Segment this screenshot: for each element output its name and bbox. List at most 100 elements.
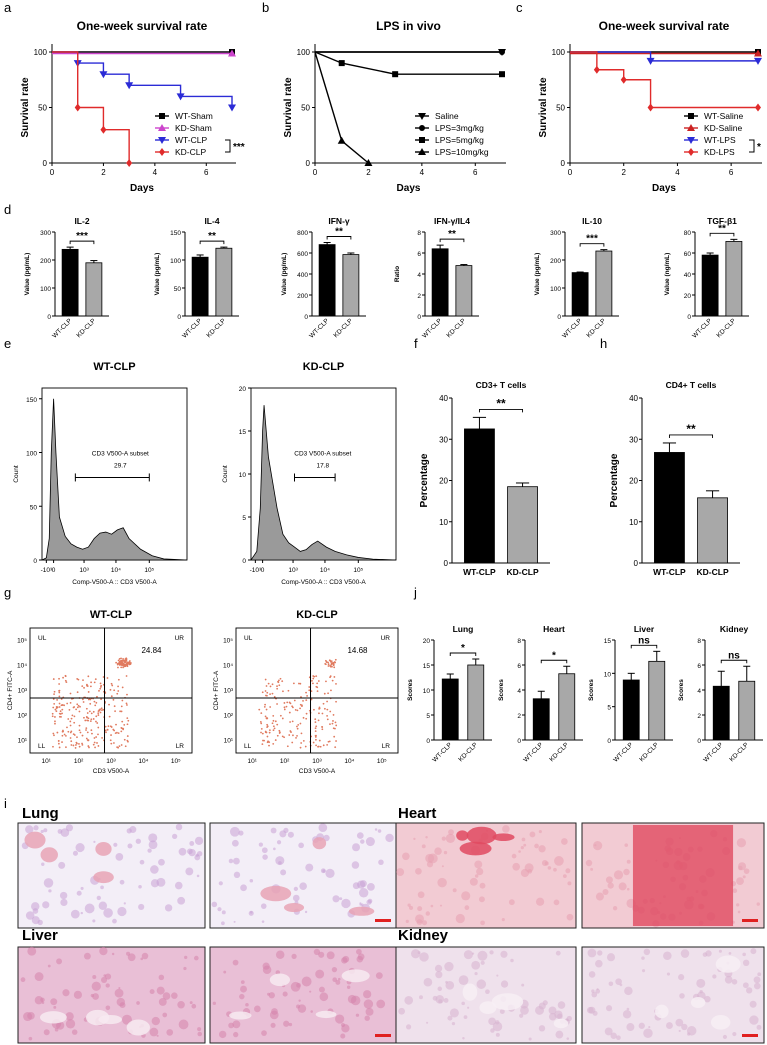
event-dot [70,740,73,743]
category-label: KD-CLP [715,317,737,339]
event-dot [73,721,76,724]
tissue-texture [262,962,270,970]
tissue-texture [566,1037,570,1040]
bar-wt-clp [318,244,336,317]
tissue-texture [288,1022,293,1027]
event-dot [312,677,315,680]
tissue-texture [261,847,268,854]
category-label: WT-CLP [702,741,724,763]
significance-bracket [449,652,477,656]
event-dot [304,745,307,748]
tissue-texture [746,987,753,994]
tissue-texture [332,977,338,982]
tissue-texture [463,1015,468,1020]
bar-wt-clp [532,698,550,741]
event-dot [332,714,335,716]
tissue-texture [553,867,557,872]
y-tick-label: 0 [426,738,430,745]
tissue-texture [437,877,447,888]
event-dot [278,729,281,732]
event-dot [65,746,67,749]
tissue-texture [231,839,239,847]
event-dot [333,735,336,738]
chart-title: WT-CLP [90,609,132,621]
event-dot [302,699,304,702]
event-dot [297,723,300,726]
tissue-texture [270,827,277,834]
event-dot [266,741,269,744]
event-dot [110,682,113,685]
y-tick-label: 0 [43,159,48,168]
tissue-texture [332,895,340,903]
tissue-texture [298,842,304,849]
tissue-texture [305,863,314,872]
tissue-texture [606,1005,613,1012]
x-tick-label: 0 [52,567,56,574]
legend-marker [687,137,695,144]
event-dot [263,705,266,708]
event-dot [316,682,319,685]
event-dot [72,744,75,747]
tissue-texture [500,950,508,958]
event-dot [108,715,111,718]
y-tick-label: 20 [629,477,638,486]
tissue-texture [405,919,409,923]
tissue-texture [174,881,183,890]
tissue-texture [435,971,443,979]
tissue-texture [595,988,601,994]
event-dot [90,718,93,721]
tissue-texture [444,961,454,972]
chart-title: CD3+ T cells [476,380,527,390]
data-point [499,71,505,78]
tissue-texture [318,823,328,833]
tissue-texture [177,1000,185,1009]
event-dot [321,712,324,715]
y-tick-label: 400 [297,272,308,279]
tissue-texture [341,1024,350,1033]
event-dot [291,705,294,708]
tissue-texture [92,919,96,923]
y-tick-label: 5 [607,705,611,712]
tissue-texture [626,859,631,864]
tissue-texture [451,1022,456,1026]
event-dot [325,680,327,683]
panel-letter-b: b [262,0,269,15]
event-dot [96,742,98,744]
category-label: KD-CLP [507,567,539,577]
event-dot [86,731,89,734]
event-dot [83,716,85,719]
bar-chart-f: CD3+ T cells 0 10 20 30 40 Percentage WT-CLP KD-… [419,380,550,577]
significance-bracket [439,238,465,243]
tissue-texture [520,1005,529,1015]
event-dot [110,734,112,736]
event-dot [93,741,96,744]
tissue-texture [675,1018,684,1027]
event-dot [70,744,73,746]
tissue-texture [239,993,245,1000]
y-tick-label: 10⁵ [223,638,233,645]
event-dot [276,723,279,726]
panel-letter-c: c [516,0,523,15]
y-tick-label: 40 [629,394,638,403]
tissue-texture [736,838,747,848]
y-tick-label: 10³ [18,688,28,695]
event-dot [126,717,129,719]
event-dot [76,742,78,745]
histology-image [395,822,577,929]
event-dot [323,692,326,695]
event-dot [111,684,114,687]
tissue-texture [25,825,34,834]
tissue-feature [456,830,469,841]
tissue-texture [538,845,546,853]
data-point [99,71,108,79]
tissue-texture [119,879,125,885]
event-dot [122,657,124,660]
x-tick-label: 10¹ [41,758,51,765]
tissue-texture [318,986,325,993]
y-tick-label: 100 [552,48,566,57]
tissue-texture [296,982,301,988]
event-dot [285,705,288,708]
histology-image [17,946,206,1044]
tissue-texture [197,1027,202,1032]
tissue-texture [150,865,159,874]
